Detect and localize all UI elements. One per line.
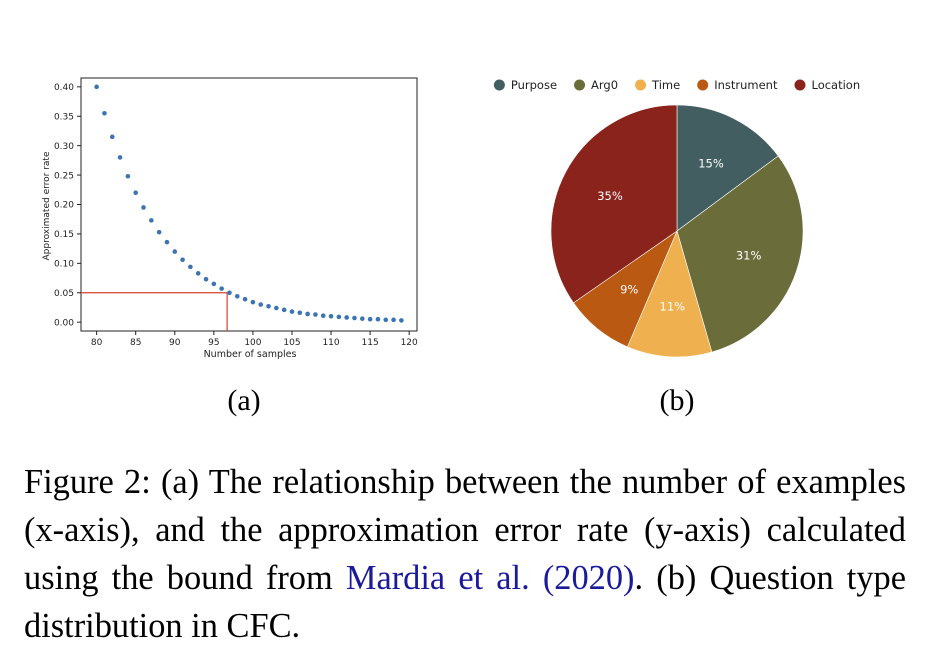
y-axis-label: Approximated error rate <box>42 151 52 260</box>
x-tick-label: 115 <box>362 338 379 348</box>
scatter-point <box>375 316 381 322</box>
pie-percent-label: 35% <box>597 189 623 203</box>
scatter-point <box>344 315 349 320</box>
legend-label: Purpose <box>511 78 557 92</box>
scatter-point <box>367 316 373 322</box>
pie-percent-label: 11% <box>660 299 686 313</box>
caption-text: Figure 2: (a) The relationship between t… <box>24 463 906 597</box>
pie-slice-arg0 <box>676 155 804 353</box>
y-tick-label: 0.10 <box>54 260 74 270</box>
legend-label: Location <box>811 78 860 92</box>
pie-slice-location <box>550 104 678 304</box>
scatter-point <box>149 218 154 223</box>
scatter-point <box>336 314 342 320</box>
citation-link[interactable]: Mardia et al. (2020) <box>345 559 635 597</box>
scatter-point <box>125 173 131 179</box>
scatter-point <box>320 313 326 319</box>
scatter-point <box>297 310 303 316</box>
scatter-point <box>133 190 138 196</box>
legend-marker <box>493 79 505 91</box>
scatter-point <box>164 239 170 245</box>
scatter-chart: Approximated error rate Number of sample… <box>42 77 418 360</box>
x-tick-label: 120 <box>401 338 418 348</box>
pie-slice-time <box>627 230 713 358</box>
y-tick-label: 0.15 <box>54 230 74 240</box>
scatter-point <box>250 299 256 305</box>
figure-graphics: Approximated error rate Number of sample… <box>42 77 860 417</box>
scatter-point <box>211 281 217 287</box>
panel-b-label: (b) <box>660 384 695 417</box>
x-tick-label: 100 <box>244 338 261 348</box>
scatter-point <box>289 309 295 314</box>
legend-label: Time <box>651 78 680 92</box>
scatter-point <box>313 312 318 317</box>
scatter-point <box>360 316 365 321</box>
pie-percent-label: 15% <box>698 156 724 170</box>
y-tick-label: 0.25 <box>54 171 74 181</box>
legend: Purpose Arg0 Time Instrument Location <box>493 78 860 92</box>
scatter-point <box>188 264 193 270</box>
scatter-point <box>219 286 224 291</box>
pie-percent-label: 9% <box>620 283 638 297</box>
legend-label: Arg0 <box>591 78 618 92</box>
scatter-point <box>141 205 146 210</box>
scatter-point <box>109 134 115 140</box>
x-tick-label: 90 <box>169 338 181 348</box>
scatter-point <box>352 315 357 321</box>
scatter-point <box>274 305 279 311</box>
scatter-point <box>305 311 310 317</box>
scatter-point <box>391 317 396 323</box>
scatter-point <box>102 111 107 116</box>
legend-marker <box>794 79 806 91</box>
x-tick-label: 110 <box>322 338 339 348</box>
x-axis-label: Number of samples <box>204 349 297 360</box>
scatter-point <box>180 257 185 263</box>
scatter-point <box>234 293 240 299</box>
scatter-point <box>117 155 123 160</box>
scatter-point <box>156 229 162 235</box>
scatter-point <box>203 276 209 282</box>
y-tick-label: 0.05 <box>54 289 74 299</box>
scatter-point <box>328 313 334 319</box>
pie-slice-purpose <box>676 104 779 232</box>
scatter-point <box>266 303 271 309</box>
legend-marker <box>635 79 647 91</box>
pie-percent-label: 31% <box>736 248 762 262</box>
scatter-point <box>242 296 248 302</box>
x-tick-label: 85 <box>130 338 141 348</box>
y-tick-label: 0.35 <box>54 112 74 122</box>
y-tick-label: 0.30 <box>54 142 74 152</box>
scatter-point <box>281 307 287 313</box>
scatter-point <box>227 290 232 296</box>
scatter-point <box>172 249 178 254</box>
scatter-point <box>399 318 404 323</box>
scatter-point <box>383 317 389 323</box>
figure-caption: Figure 2: (a) The relationship between t… <box>24 458 906 650</box>
scatter-point <box>94 84 99 90</box>
pie-chart: 15% 31% 11% 9% 35% Purpose Arg0 Time Instrument L… <box>493 78 860 358</box>
x-tick-label: 80 <box>91 338 103 348</box>
y-tick-label: 0.00 <box>54 318 74 328</box>
scatter-point <box>258 302 264 307</box>
x-tick-label: 95 <box>208 338 219 348</box>
y-tick-label: 0.20 <box>54 201 74 211</box>
y-tick-label: 0.40 <box>54 83 74 93</box>
caption-text-end: . (b) Question type distribution in CFC. <box>24 559 906 645</box>
legend-marker <box>697 79 709 91</box>
x-tick-label: 105 <box>283 338 300 348</box>
legend-label: Instrument <box>714 78 778 92</box>
panel-a-label: (a) <box>227 384 260 417</box>
legend-marker <box>574 79 586 91</box>
scatter-point <box>195 271 201 276</box>
